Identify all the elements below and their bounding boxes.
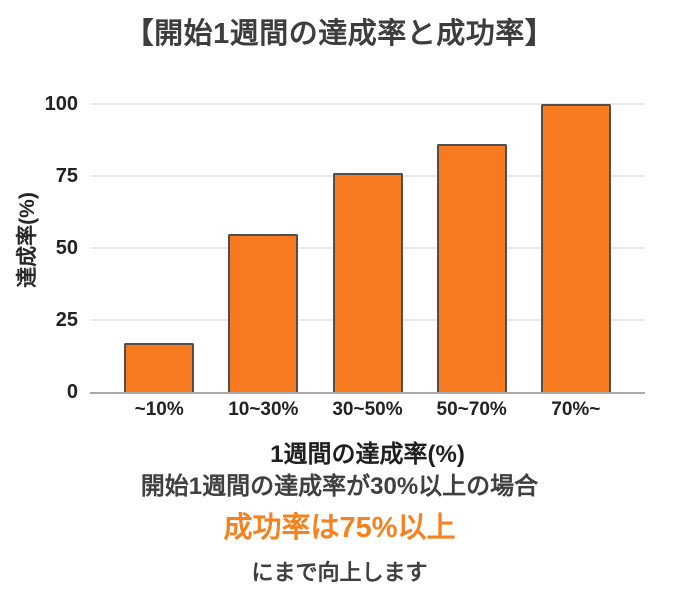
x-tick-10~30%: 10~30%: [228, 399, 299, 420]
x-tick-~10%: ~10%: [134, 399, 184, 420]
x-axis-title: 1週間の達成率(%): [270, 441, 465, 468]
y-tick-75: 75: [55, 165, 78, 187]
x-tick-30~50%: 30~50%: [332, 399, 403, 420]
bar-30~50%: [332, 173, 403, 392]
caption-line-3: にまで向上します: [251, 560, 428, 585]
plot-area: [90, 103, 645, 394]
chart-title: 【開始1週間の達成率と成功率】: [124, 18, 555, 50]
y-tick-100: 100: [44, 93, 78, 115]
gridline-100: [90, 103, 645, 105]
y-axis-tick-labels: 0 25 50 75 100: [0, 93, 78, 403]
x-axis-tick-labels: ~10% 10~30% 30~50% 50~70% 70%~: [90, 399, 645, 423]
caption-block: 開始1週間の達成率が30%以上の場合 成功率は75%以上 にまで向上します: [0, 470, 679, 590]
bar-70%~: [540, 104, 611, 392]
bar-50~70%: [436, 144, 507, 392]
bar-~10%: [124, 343, 195, 392]
x-tick-50~70%: 50~70%: [436, 399, 507, 420]
caption-highlight: 成功率は75%以上: [223, 512, 456, 544]
y-tick-0: 0: [66, 381, 78, 403]
y-tick-50: 50: [55, 237, 78, 259]
bar-10~30%: [228, 233, 299, 392]
y-tick-25: 25: [55, 309, 78, 331]
x-tick-70%~: 70%~: [551, 399, 601, 420]
caption-line-1: 開始1週間の達成率が30%以上の場合: [140, 473, 539, 500]
